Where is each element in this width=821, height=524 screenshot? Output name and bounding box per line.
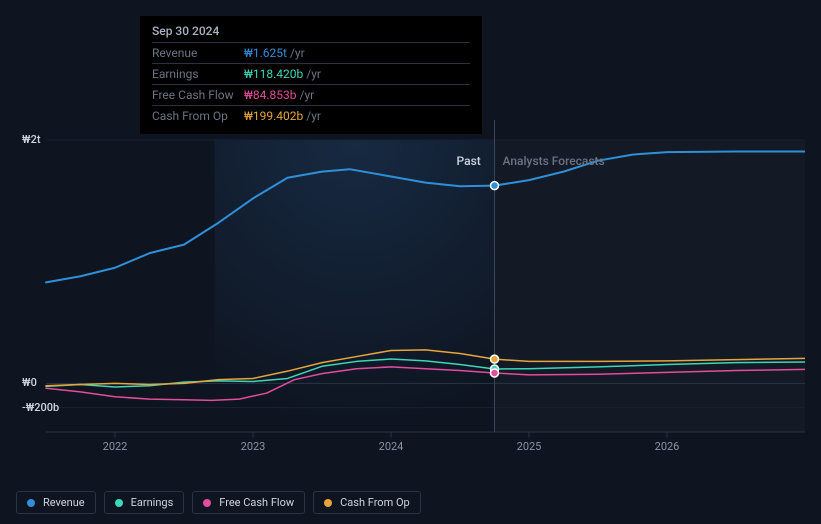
- legend-label: Revenue: [43, 496, 85, 509]
- x-axis-label: 2024: [379, 440, 404, 453]
- x-axis-label: 2022: [103, 440, 128, 453]
- y-axis-label: -₩200b: [22, 401, 59, 414]
- legend-label: Free Cash Flow: [219, 496, 294, 509]
- tooltip-row: Earnings₩118.420b/yr: [152, 63, 470, 84]
- tooltip-suffix: /yr: [306, 109, 321, 123]
- x-axis-label: 2025: [517, 440, 542, 453]
- tooltip-value: ₩1.625t: [244, 46, 287, 60]
- x-axis-label: 2023: [241, 440, 266, 453]
- tooltip-label: Revenue: [152, 46, 244, 60]
- tooltip-row: Revenue₩1.625t/yr: [152, 42, 470, 63]
- tooltip-label: Earnings: [152, 67, 244, 81]
- chart-svg: [16, 120, 805, 450]
- tooltip-suffix: /yr: [306, 67, 321, 81]
- forecast-label: Analysts Forecasts: [503, 154, 605, 168]
- tooltip-row: Cash From Op₩199.402b/yr: [152, 105, 470, 126]
- y-axis-label: ₩2t: [22, 133, 40, 146]
- legend-item-free-cash-flow[interactable]: Free Cash Flow: [192, 491, 305, 514]
- tooltip-suffix: /yr: [300, 88, 315, 102]
- past-label: Past: [457, 154, 481, 168]
- chart-legend: Revenue Earnings Free Cash Flow Cash From O…: [16, 491, 421, 514]
- x-axis-label: 2026: [655, 440, 680, 453]
- tooltip-value: ₩84.853b: [244, 88, 297, 102]
- chart-plot-area: ₩2t ₩0 -₩200b 2022 2023 2024 2025 2026 Past Ana…: [16, 120, 805, 450]
- tooltip-label: Free Cash Flow: [152, 88, 244, 102]
- y-axis-label: ₩0: [22, 376, 37, 389]
- legend-item-earnings[interactable]: Earnings: [104, 491, 185, 514]
- tooltip-date: Sep 30 2024: [152, 24, 470, 42]
- legend-label: Cash From Op: [340, 496, 410, 509]
- legend-dot-icon: [324, 499, 332, 507]
- tooltip-value: ₩118.420b: [244, 67, 303, 81]
- legend-dot-icon: [115, 499, 123, 507]
- tooltip-row: Free Cash Flow₩84.853b/yr: [152, 84, 470, 105]
- legend-item-cash-from-op[interactable]: Cash From Op: [313, 491, 421, 514]
- tooltip-value: ₩199.402b: [244, 109, 303, 123]
- tooltip-label: Cash From Op: [152, 109, 244, 123]
- legend-dot-icon: [203, 499, 211, 507]
- legend-label: Earnings: [131, 496, 174, 509]
- legend-item-revenue[interactable]: Revenue: [16, 491, 96, 514]
- chart-tooltip: Sep 30 2024 Revenue₩1.625t/yrEarnings₩11…: [140, 16, 482, 134]
- legend-dot-icon: [27, 499, 35, 507]
- tooltip-suffix: /yr: [290, 46, 305, 60]
- financial-chart: Sep 30 2024 Revenue₩1.625t/yrEarnings₩11…: [0, 0, 821, 524]
